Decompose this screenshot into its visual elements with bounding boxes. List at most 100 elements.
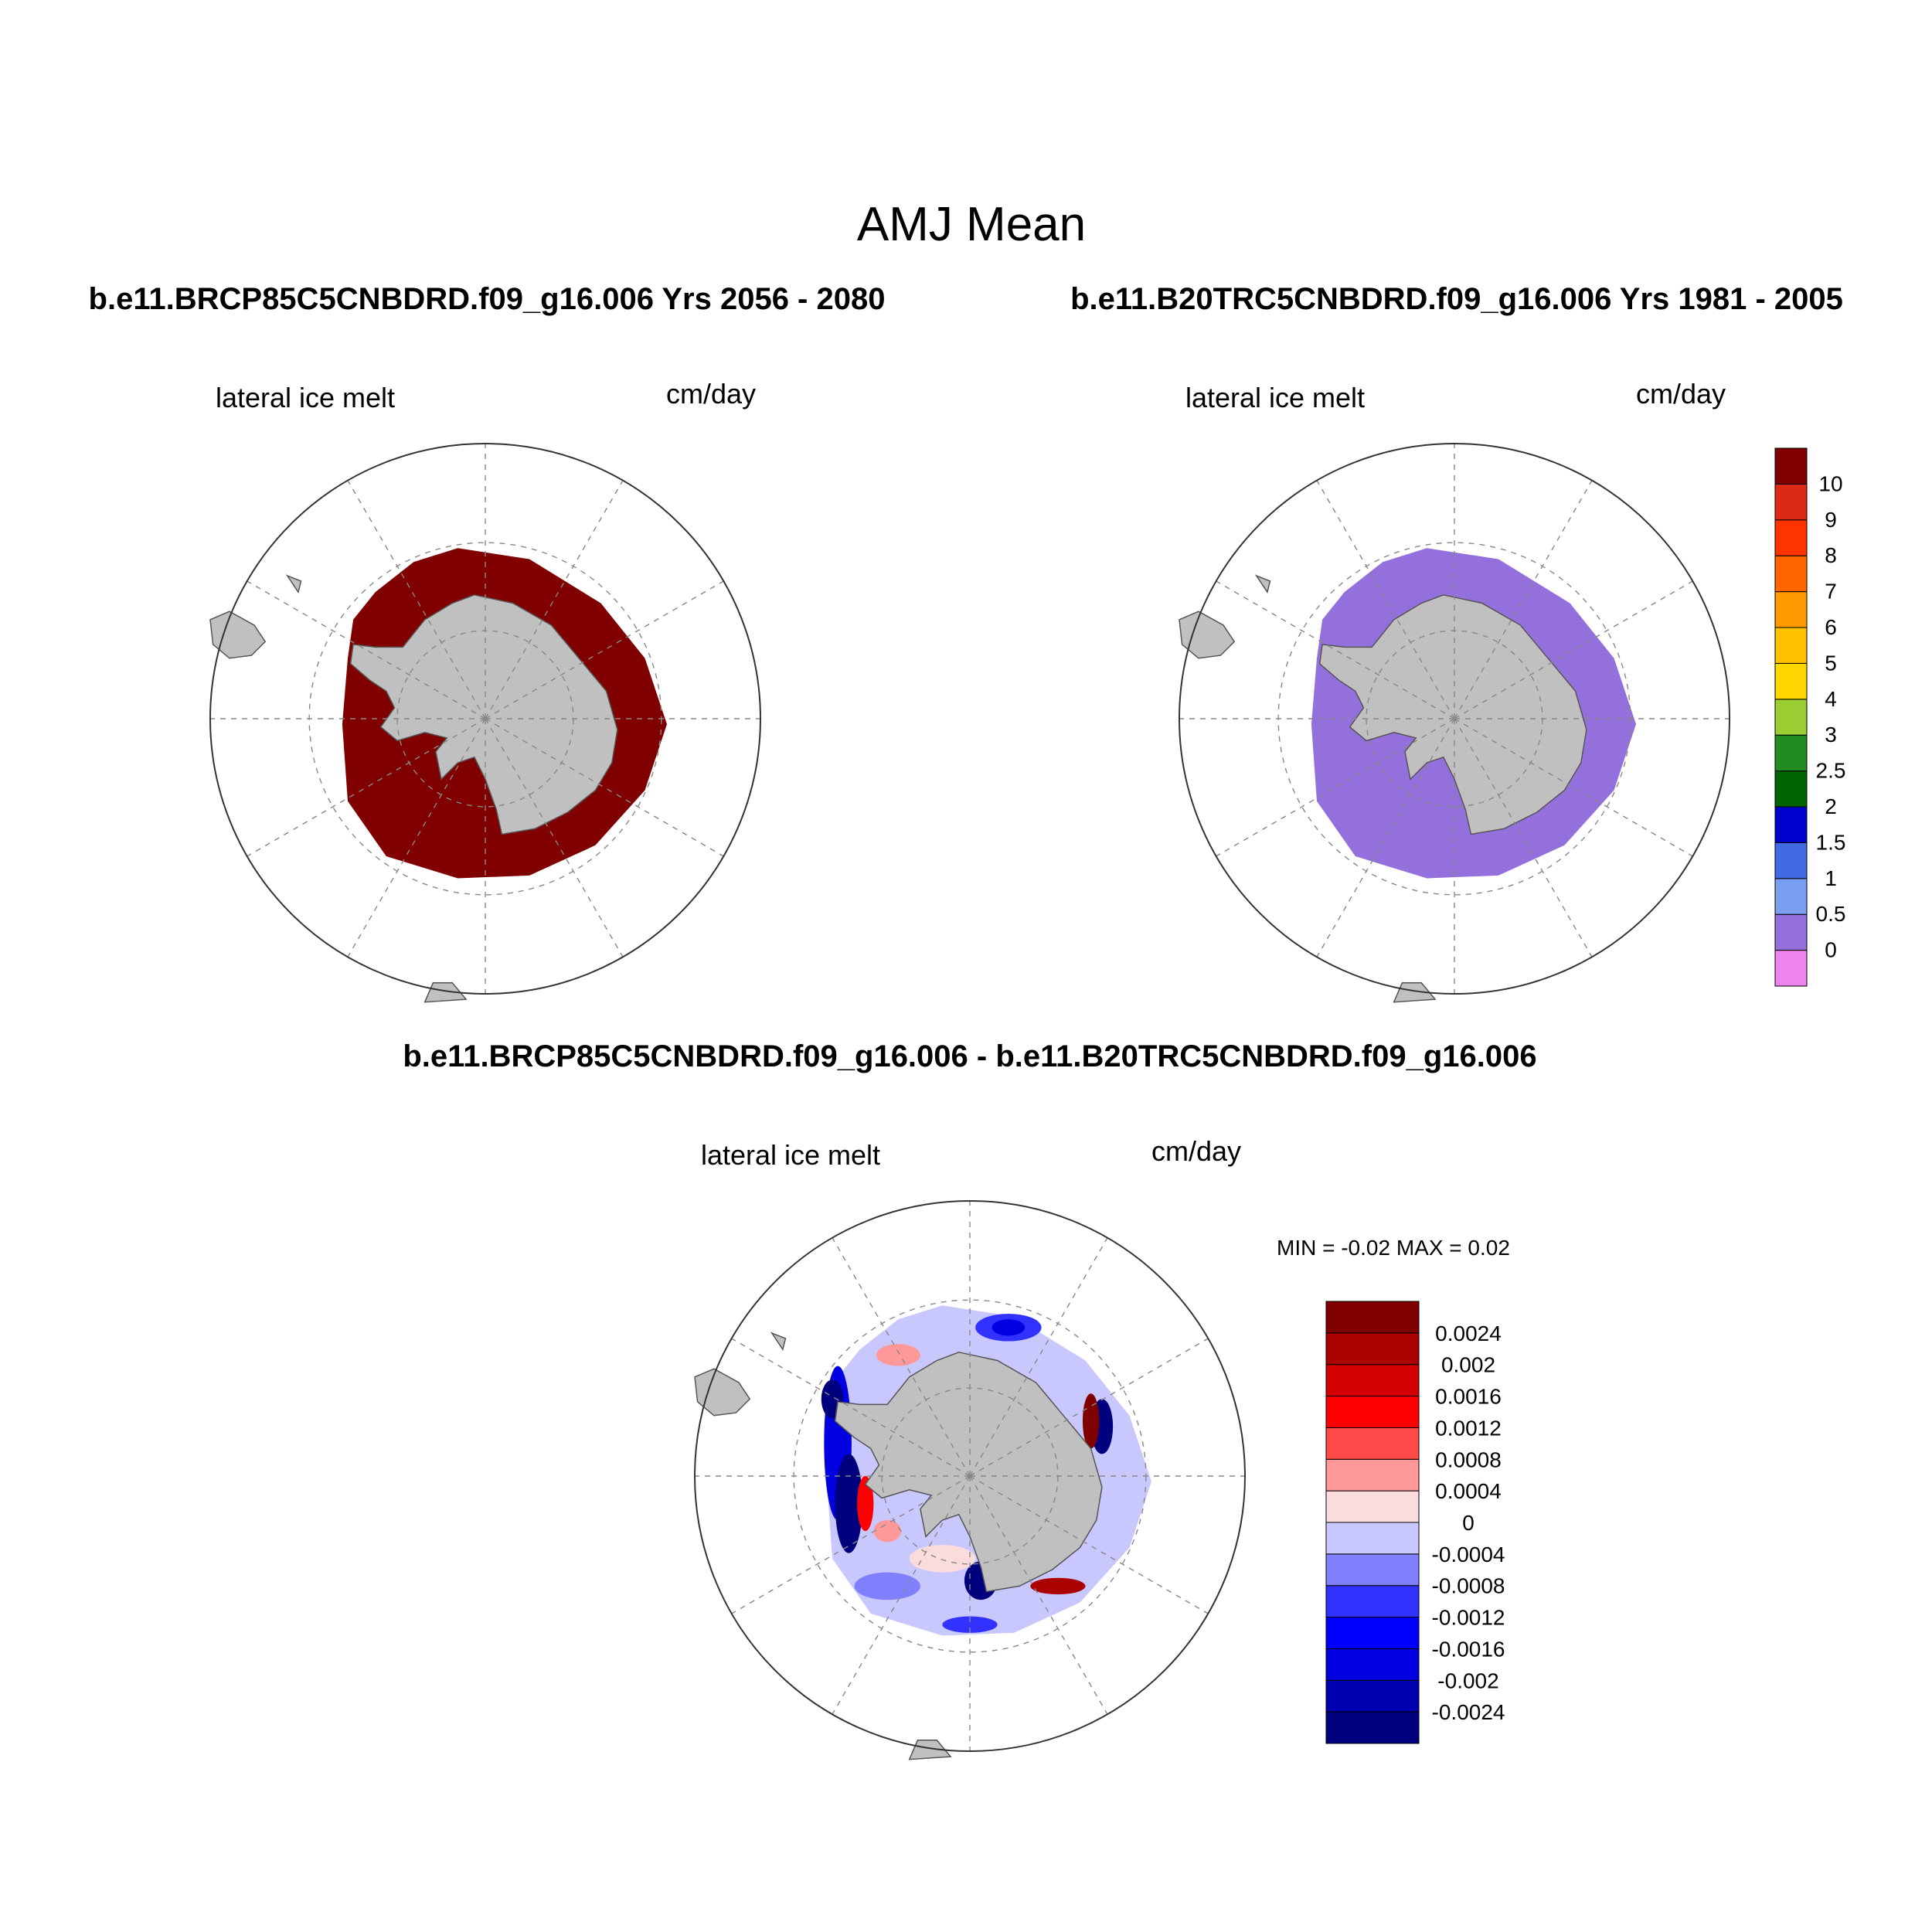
diff-south-america-land [694, 1368, 751, 1417]
colorbar-main: 0 0.5 1 1.5 2 2.5 3 4 5 6 7 8 9 10 [1774, 447, 1846, 987]
colorbar-diff-box [1325, 1553, 1420, 1587]
left-units-label: cm/day [666, 378, 756, 410]
diff-africa-land [908, 1740, 952, 1760]
diff-case-title: b.e11.BRCP85C5CNBDRD.f09_g16.006 - b.e11… [403, 1039, 1536, 1073]
colorbar-main-tick-label: 0.5 [1816, 902, 1846, 926]
diff-antarctica-land [834, 1352, 1103, 1593]
diff-minmax-label: MIN = -0.02 MAX = 0.02 [1277, 1236, 1510, 1260]
diff-anomaly-patch [835, 1454, 863, 1553]
colorbar-main-tick-label: 2.5 [1816, 759, 1846, 783]
colorbar-main-tick-label: 0 [1825, 938, 1837, 962]
colorbar-main-box [1774, 770, 1808, 808]
left-longitude-line [347, 718, 486, 957]
left-island-land [285, 574, 302, 594]
colorbar-main-tick-label: 9 [1825, 508, 1837, 532]
right-antarctica-land [1318, 594, 1587, 835]
colorbar-diff-box [1325, 1427, 1420, 1460]
colorbar-diff-box [1325, 1617, 1420, 1649]
colorbar-diff-tick-label: -0.0004 [1432, 1543, 1505, 1566]
colorbar-diff-box [1325, 1396, 1420, 1428]
colorbar-main-box [1774, 662, 1808, 700]
colorbar-main-box [1774, 591, 1808, 628]
colorbar-diff-tick-label: 0.0016 [1435, 1385, 1502, 1409]
colorbar-diff-tick-label: 0.0004 [1435, 1479, 1502, 1503]
colorbar-main-box [1774, 519, 1808, 556]
diff-variable-label: lateral ice melt [701, 1139, 880, 1171]
diff-island-land [770, 1332, 787, 1352]
diff-anomaly-patch [992, 1319, 1026, 1336]
diff-anomaly-patch [857, 1476, 874, 1532]
left-longitude-line [347, 480, 486, 719]
diff-anomaly-patch [873, 1519, 901, 1543]
colorbar-main-tick-label: 10 [1818, 471, 1842, 495]
diff-anomaly-patch [876, 1344, 920, 1366]
left-longitude-line [485, 580, 724, 719]
colorbar-main-box [1774, 734, 1808, 772]
right-longitude-line [1316, 718, 1455, 957]
colorbar-main-box [1774, 878, 1808, 915]
colorbar-diff-tick-label: -0.0024 [1432, 1700, 1505, 1724]
right-longitude-line [1316, 480, 1455, 719]
colorbar-diff-tick-label: -0.002 [1437, 1668, 1498, 1692]
colorbar-diff-box [1325, 1522, 1420, 1555]
diff-units-label: cm/day [1151, 1135, 1241, 1167]
colorbar-diff-box [1325, 1332, 1420, 1366]
colorbar-diff-box [1325, 1585, 1420, 1618]
colorbar-difference: -0.0024 -0.002 -0.0016 -0.0012 -0.0008 -0.000… [1325, 1301, 1505, 1744]
right-longitude-line [1454, 480, 1593, 719]
diff-anomaly-patch [1030, 1577, 1086, 1595]
right-case-title: b.e11.B20TRC5CNBDRD.f09_g16.006 Yrs 1981… [1070, 282, 1843, 316]
right-map-border [1179, 443, 1730, 995]
left-case-title: b.e11.BRCP85C5CNBDRD.f09_g16.006 Yrs 205… [89, 282, 886, 316]
colorbar-diff-box [1325, 1364, 1420, 1397]
diff-anomaly-patch [854, 1572, 920, 1600]
colorbar-main-tick-label: 2 [1825, 794, 1837, 818]
colorbar-diff-tick-label: -0.0008 [1432, 1574, 1505, 1598]
right-island-land [1254, 574, 1271, 594]
colorbar-main-box [1774, 913, 1808, 951]
left-africa-land [423, 982, 468, 1003]
colorbar-main-tick-label: 8 [1825, 543, 1837, 567]
colorbar-diff-box [1325, 1648, 1420, 1681]
diff-map-border [694, 1200, 1246, 1752]
diff-anomaly-patch [909, 1545, 976, 1573]
main-title: AMJ Mean [857, 198, 1086, 251]
colorbar-diff-tick-label: 0.0008 [1435, 1447, 1502, 1471]
diff-longitude-line [969, 1475, 1209, 1614]
map-panel-difference [694, 1200, 1246, 1760]
diff-longitude-line [969, 1237, 1108, 1477]
colorbar-diff-tick-label: 0.0012 [1435, 1416, 1502, 1440]
map-panel-right [1179, 443, 1730, 1003]
colorbar-main-tick-label: 7 [1825, 580, 1837, 604]
right-units-label: cm/day [1636, 378, 1726, 410]
left-longitude-line [247, 580, 486, 719]
left-antarctica-land [349, 594, 618, 835]
colorbar-main-tick-label: 5 [1825, 651, 1837, 675]
diff-longitude-line [832, 1475, 971, 1715]
right-longitude-line [1454, 580, 1693, 719]
diff-anomaly-patch [942, 1616, 998, 1633]
left-south-america-land [209, 611, 267, 659]
diff-longitude-line [731, 1338, 971, 1477]
colorbar-main-box [1774, 555, 1808, 593]
colorbar-diff-tick-label: 0 [1462, 1511, 1475, 1535]
colorbar-diff-tick-label: 0.0024 [1435, 1321, 1502, 1345]
colorbar-diff-box [1325, 1679, 1420, 1713]
colorbar-main-box [1774, 483, 1808, 521]
right-south-america-land [1179, 611, 1236, 659]
colorbar-main-tick-label: 1.5 [1816, 830, 1846, 854]
colorbar-diff-tick-label: -0.0012 [1432, 1606, 1505, 1630]
right-variable-label: lateral ice melt [1185, 382, 1365, 413]
colorbar-main-box [1774, 627, 1808, 664]
colorbar-main-tick-label: 3 [1825, 723, 1837, 747]
right-longitude-line [1454, 718, 1693, 857]
colorbar-main-box [1774, 699, 1808, 736]
left-longitude-line [485, 480, 624, 719]
diff-longitude-line [731, 1475, 971, 1614]
right-longitude-line [1454, 718, 1593, 957]
diff-longitude-line [832, 1237, 971, 1477]
left-map-border [209, 443, 761, 995]
right-africa-land [1393, 982, 1437, 1003]
diff-anomaly-patch [1082, 1393, 1100, 1449]
diff-longitude-line [969, 1338, 1209, 1477]
